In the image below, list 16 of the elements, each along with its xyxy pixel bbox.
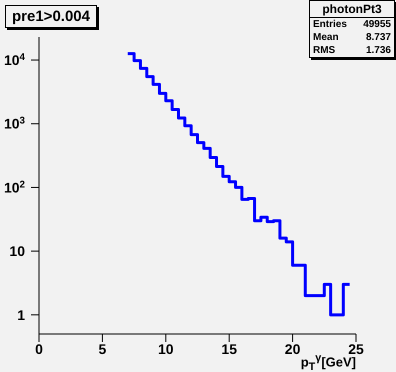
text: RMS 1.736 [313,45,391,56]
y-tick-label: 10$^{4}$ [4,52,26,68]
x-tick-label: 20 [284,340,301,357]
x-tick-label: 15 [221,340,238,357]
chart-title: pre1>0.004 [5,5,97,28]
y-tick-label: 10 [9,243,26,260]
text: Entries 49955 [313,19,391,30]
x-tick-label: 25 [348,340,364,357]
y-tick-label: 10$^{3}$ [4,115,26,132]
y-tick-label: 10$^{2}$ [4,178,26,196]
x-tick-label: 0 [35,340,44,357]
y-tick-label: 1 [17,306,26,323]
x-tick-label: 10 [158,340,174,357]
text: photonPt3 [310,1,394,18]
text: Mean 8.737 [313,32,391,43]
x-tick-label: 5 [98,340,106,357]
